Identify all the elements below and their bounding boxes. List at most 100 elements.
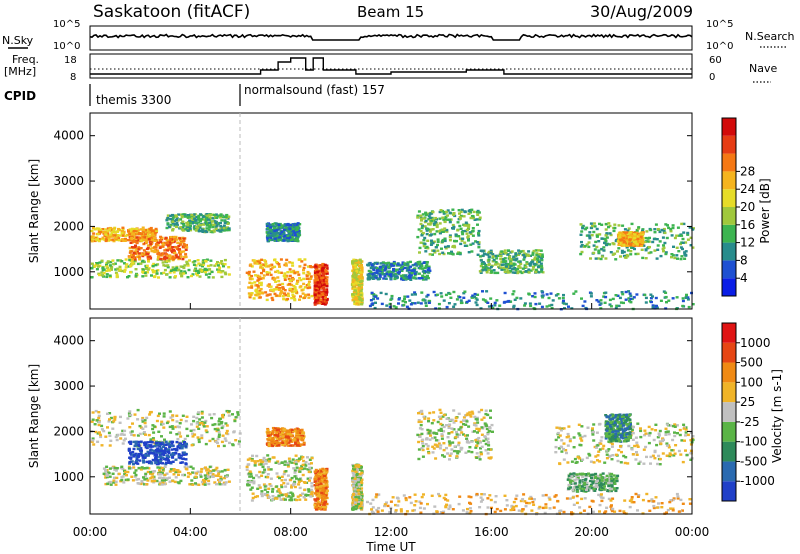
echo-cell: [141, 416, 145, 420]
echo-cell: [367, 275, 371, 278]
echo-cell: [164, 236, 168, 240]
echo-cell: [299, 295, 302, 298]
echo-cell: [138, 432, 142, 436]
echo-cell: [97, 227, 101, 230]
echo-cell: [636, 235, 640, 238]
echo-region: [102, 465, 231, 486]
echo-cell: [373, 306, 377, 310]
echo-cell: [527, 271, 531, 274]
echo-cell: [626, 249, 630, 252]
nsky-frame: [89, 25, 693, 51]
echo-cell: [173, 252, 177, 255]
echo-cell: [250, 475, 253, 478]
echo-cell: [294, 454, 298, 457]
echo-cell: [509, 269, 513, 273]
echo-cell: [126, 478, 130, 481]
echo-cell: [91, 437, 95, 440]
echo-cell: [138, 252, 141, 255]
colorbar-segment: [722, 278, 736, 296]
echo-cell: [92, 227, 95, 230]
echo-cell: [167, 259, 171, 262]
echo-cell: [159, 455, 162, 458]
echo-cell: [443, 227, 447, 230]
cpid-program-2: normalsound (fast) 157: [244, 83, 385, 97]
echo-cell: [137, 482, 141, 485]
echo-cell: [662, 227, 666, 231]
echo-cell: [399, 264, 403, 267]
echo-cell: [130, 237, 134, 241]
echo-cell: [428, 216, 432, 220]
echo-cell: [379, 262, 383, 265]
echo-cell: [306, 468, 310, 471]
echo-cell: [124, 470, 128, 474]
echo-cell: [278, 238, 282, 242]
echo-cell: [136, 462, 140, 465]
echo-cell: [540, 253, 544, 256]
echo-cell: [171, 229, 175, 232]
echo-cell: [173, 245, 177, 249]
echo-cell: [151, 427, 155, 431]
echo-cell: [194, 219, 198, 222]
echo-cell: [400, 277, 404, 280]
echo-cell: [352, 268, 356, 271]
echo-cell: [271, 238, 275, 241]
echo-cell: [97, 423, 101, 427]
echo-cell: [481, 298, 485, 301]
echo-cell: [432, 223, 436, 227]
echo-cell: [176, 425, 180, 428]
echo-cell: [596, 257, 600, 260]
echo-cell: [171, 227, 175, 231]
echo-cell: [310, 482, 314, 485]
echo-cell: [258, 296, 262, 299]
echo-cell: [146, 251, 150, 254]
echo-cell: [246, 479, 250, 483]
echo-cell: [280, 485, 284, 489]
echo-cell: [164, 443, 168, 447]
echo-cell: [285, 438, 288, 441]
echo-cell: [382, 272, 386, 276]
echo-cell: [134, 461, 138, 465]
echo-cell: [580, 230, 584, 233]
echo-cell: [177, 481, 181, 485]
echo-cell: [291, 227, 295, 231]
echo-cell: [264, 462, 268, 465]
echo-cell: [122, 439, 126, 442]
echo-region: [313, 262, 329, 306]
echo-cell: [163, 465, 167, 468]
echo-cell: [160, 272, 164, 275]
echo-cell: [197, 230, 201, 233]
echo-cell: [250, 277, 254, 281]
echo-cell: [95, 227, 99, 230]
echo-cell: [424, 213, 428, 217]
echo-cell: [409, 303, 413, 306]
echo-cell: [228, 441, 231, 445]
echo-cell: [153, 453, 157, 456]
echo-cell: [357, 300, 361, 304]
echo-cell: [651, 240, 655, 244]
echo-cell: [224, 481, 228, 484]
echo-cell: [438, 232, 442, 235]
echo-cell: [101, 274, 104, 277]
echo-cell: [325, 284, 329, 288]
echo-cell: [145, 236, 149, 239]
echo-cell: [211, 217, 215, 220]
echo-cell: [263, 468, 267, 471]
echo-cell: [604, 295, 608, 299]
echo-cell: [295, 223, 299, 226]
echo-cell: [280, 484, 283, 487]
echo-cell: [414, 277, 418, 280]
echo-cell: [199, 473, 202, 476]
echo-cell: [360, 287, 364, 291]
echo-cell: [204, 273, 208, 276]
echo-cell: [452, 213, 455, 216]
echo-cell: [309, 466, 313, 470]
echo-cell: [182, 272, 186, 275]
echo-cell: [160, 471, 164, 475]
echo-cell: [494, 263, 497, 266]
echo-cell: [621, 293, 625, 296]
echo-cell: [137, 452, 141, 456]
echo-cell: [360, 266, 364, 270]
echo-cell: [123, 270, 126, 273]
echo-cell: [284, 493, 288, 496]
echo-cell: [164, 264, 168, 267]
